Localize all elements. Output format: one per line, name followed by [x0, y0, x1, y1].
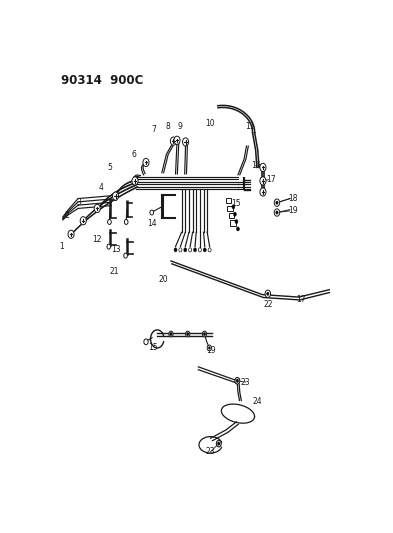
Circle shape — [170, 333, 172, 336]
Circle shape — [150, 210, 154, 215]
Circle shape — [233, 212, 237, 216]
Text: 13: 13 — [111, 245, 121, 254]
Circle shape — [260, 163, 266, 172]
Circle shape — [193, 248, 196, 252]
Circle shape — [124, 220, 128, 224]
Circle shape — [276, 211, 278, 214]
Text: 20: 20 — [158, 275, 168, 284]
Circle shape — [266, 292, 269, 295]
Circle shape — [260, 188, 266, 196]
Circle shape — [208, 347, 210, 349]
Text: 16: 16 — [251, 161, 261, 170]
FancyBboxPatch shape — [230, 220, 236, 225]
Circle shape — [189, 248, 192, 252]
Text: 2: 2 — [64, 211, 69, 220]
Text: 11: 11 — [245, 122, 255, 131]
Text: 4: 4 — [99, 183, 103, 192]
Text: 23: 23 — [206, 447, 215, 456]
Text: 22: 22 — [264, 300, 273, 309]
Circle shape — [182, 138, 189, 146]
Circle shape — [198, 248, 202, 252]
Circle shape — [216, 440, 221, 447]
Text: 90314  900C: 90314 900C — [61, 74, 144, 87]
Circle shape — [112, 192, 119, 200]
Circle shape — [203, 333, 206, 336]
FancyBboxPatch shape — [229, 213, 234, 219]
Text: 5: 5 — [108, 163, 112, 172]
FancyBboxPatch shape — [227, 206, 233, 211]
Circle shape — [207, 345, 211, 351]
Circle shape — [174, 136, 180, 144]
Text: 17: 17 — [266, 175, 275, 184]
Circle shape — [124, 253, 127, 258]
Circle shape — [132, 177, 138, 185]
Text: 14: 14 — [147, 219, 157, 228]
Text: 18: 18 — [288, 194, 298, 203]
Circle shape — [184, 248, 187, 252]
Text: 10: 10 — [205, 118, 215, 127]
Circle shape — [274, 199, 280, 206]
Text: 23: 23 — [241, 377, 250, 386]
Circle shape — [179, 248, 182, 252]
Circle shape — [218, 442, 220, 445]
Text: 7: 7 — [152, 125, 157, 134]
Text: 3: 3 — [77, 198, 81, 207]
Text: 15: 15 — [148, 343, 158, 352]
Circle shape — [202, 331, 207, 337]
Circle shape — [235, 377, 240, 384]
Text: 15: 15 — [231, 199, 241, 208]
Text: 6: 6 — [131, 150, 136, 159]
Circle shape — [208, 248, 211, 252]
Circle shape — [80, 216, 86, 225]
Circle shape — [169, 331, 173, 337]
Circle shape — [143, 158, 149, 166]
Text: 9: 9 — [178, 122, 182, 131]
Circle shape — [107, 244, 111, 249]
Circle shape — [144, 339, 148, 345]
Circle shape — [203, 248, 206, 252]
Circle shape — [265, 290, 270, 297]
Circle shape — [237, 227, 239, 231]
Circle shape — [235, 220, 238, 224]
Text: 19: 19 — [288, 206, 298, 215]
Text: 24: 24 — [252, 397, 262, 406]
Circle shape — [68, 230, 74, 238]
Circle shape — [276, 201, 278, 204]
Circle shape — [187, 333, 189, 336]
Text: 8: 8 — [165, 122, 170, 131]
Circle shape — [260, 177, 266, 185]
Circle shape — [274, 209, 280, 216]
Circle shape — [94, 204, 100, 213]
Circle shape — [185, 331, 190, 337]
FancyBboxPatch shape — [226, 198, 231, 204]
Circle shape — [236, 379, 239, 383]
Text: 1: 1 — [59, 242, 64, 251]
Text: 21: 21 — [110, 266, 119, 276]
Text: 17: 17 — [296, 295, 306, 304]
Text: 19: 19 — [206, 346, 216, 355]
Circle shape — [174, 248, 177, 252]
Circle shape — [108, 220, 111, 224]
Circle shape — [232, 205, 235, 209]
Text: 12: 12 — [92, 235, 102, 244]
Circle shape — [170, 137, 176, 145]
